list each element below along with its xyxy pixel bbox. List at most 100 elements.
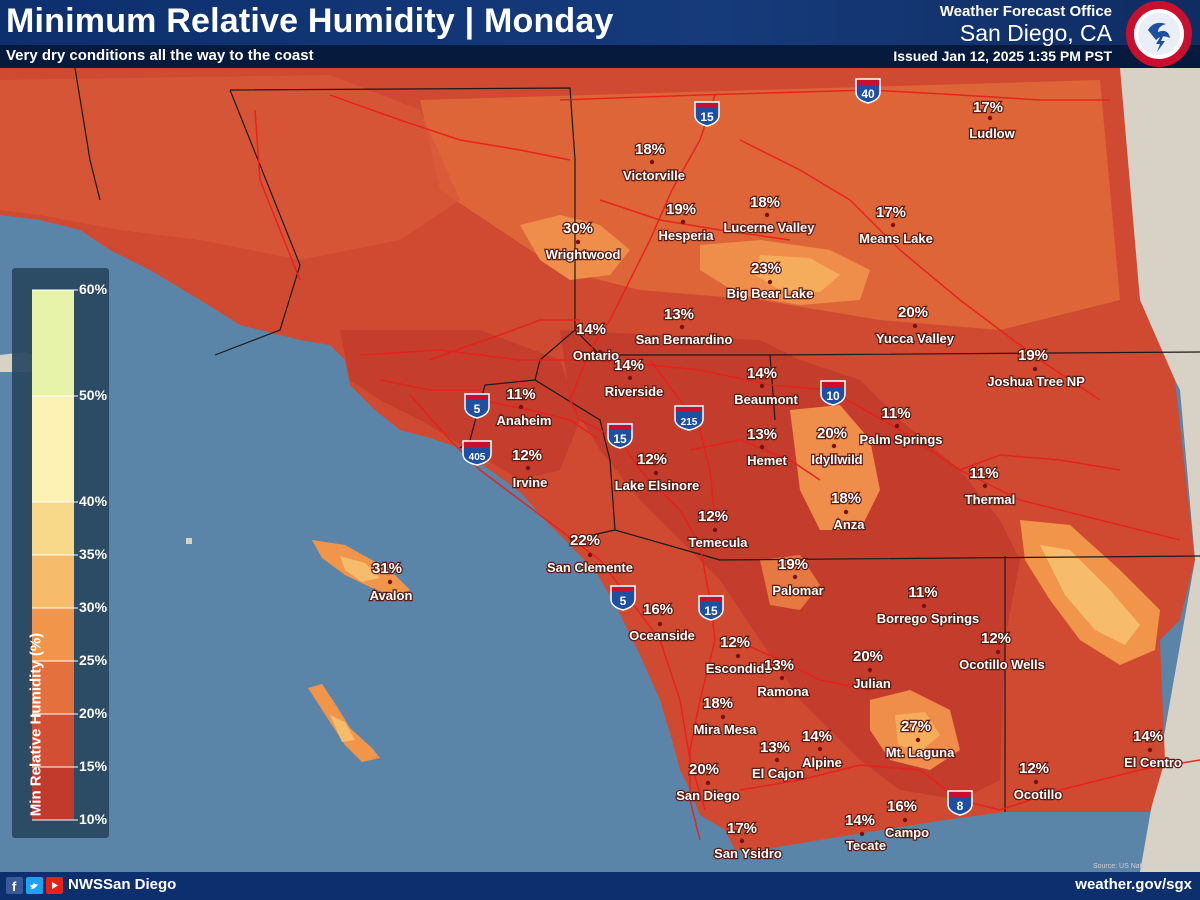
location-rh-value: 16%: [643, 601, 673, 618]
location-name: Means Lake: [859, 231, 933, 246]
location-name: Ocotillo Wells: [959, 657, 1045, 672]
location-name: San Clemente: [547, 560, 633, 575]
catalina-highlight: [340, 556, 380, 582]
location-dot-icon: [597, 349, 603, 355]
interstate-shield-icon: 5: [610, 585, 636, 611]
legend-tick-label: 10%: [79, 811, 108, 827]
office-label: Weather Forecast Office: [939, 3, 1112, 20]
issued-time: Issued Jan 12, 2025 1:35 PM PST: [893, 48, 1112, 64]
location-rh-value: 14%: [1133, 728, 1163, 745]
location-rh-value: 13%: [747, 426, 777, 443]
location-dot-icon: [859, 831, 865, 837]
legend-swatch: [32, 714, 74, 767]
location-name: El Centro: [1124, 755, 1182, 770]
location-dot-icon: [764, 212, 770, 218]
location-rh-value: 14%: [845, 812, 875, 829]
location-name: Idyllwild: [811, 452, 862, 467]
location-dot-icon: [735, 653, 741, 659]
location-dot-icon: [767, 279, 773, 285]
location-dot-icon: [759, 444, 765, 450]
location-marker: 27% Mt. Laguna: [884, 717, 956, 762]
location-marker: 14% Tecate: [844, 811, 888, 855]
location-dot-icon: [575, 239, 581, 245]
small-island: [186, 538, 192, 544]
interstate-shield-icon: 215: [674, 405, 704, 431]
legend-tick-label: 25%: [79, 652, 108, 668]
location-name: Escondido: [706, 661, 773, 676]
location-name: Wrightwood: [546, 247, 621, 262]
location-marker: 18% Lucerne Valley: [722, 193, 816, 237]
interstate-number: 40: [861, 87, 875, 101]
location-dot-icon: [653, 470, 659, 476]
location-dot-icon: [912, 323, 918, 329]
youtube-icon[interactable]: [46, 877, 63, 894]
location-name: Ludlow: [969, 126, 1015, 141]
location-rh-value: 11%: [506, 386, 535, 403]
location-dot-icon: [902, 817, 908, 823]
twitter-icon[interactable]: [26, 877, 43, 894]
rh-zone-20-west: [0, 75, 460, 260]
county-lines: [74, 67, 1200, 812]
location-marker: 14% Alpine: [801, 727, 843, 772]
interstate-shields: 15 40 10 5 405 15 215 5 15 8: [462, 78, 973, 816]
legend-swatch: [32, 608, 74, 661]
social-icons: f: [6, 877, 63, 894]
location-marker: 12% Irvine: [511, 446, 549, 492]
interstate-shield-icon: 15: [607, 423, 633, 449]
rh-zone-15b: [340, 330, 580, 480]
location-rh-value: 14%: [747, 365, 777, 382]
nws-logo-icon: [1126, 1, 1192, 67]
location-marker: 19% Palomar: [771, 555, 825, 600]
legend-tick-label: 35%: [79, 546, 108, 562]
map-credit: Source: US National Park Service: [1093, 863, 1198, 870]
legend-title: Min Relative Humidity (%): [27, 632, 45, 817]
interstate-number: 15: [700, 110, 714, 124]
location-marker: 19% Hesperia: [657, 200, 715, 245]
location-dot-icon: [867, 667, 873, 673]
location-name: Riverside: [605, 384, 664, 399]
location-dot-icon: [712, 527, 718, 533]
location-marker: 23% Big Bear Lake: [725, 259, 814, 303]
location-name: Joshua Tree NP: [987, 374, 1085, 389]
facebook-icon[interactable]: f: [6, 877, 23, 894]
location-marker: 14% Ontario: [572, 320, 621, 365]
location-name: Campo: [885, 825, 929, 840]
location-rh-value: 18%: [703, 695, 733, 712]
legend-tick-label: 20%: [79, 705, 108, 721]
rh-zone-25-sanjacinto: [790, 405, 880, 530]
location-labels: 17% Ludlow 18% Victorville 19% Hesperia 18% Luc…: [368, 98, 1183, 863]
location-rh-value: 12%: [698, 508, 728, 525]
location-dot-icon: [1032, 366, 1038, 372]
location-name: Palomar: [772, 583, 823, 598]
location-rh-value: 12%: [637, 451, 667, 468]
location-rh-value: 19%: [778, 556, 808, 573]
location-dot-icon: [679, 324, 685, 330]
location-dot-icon: [779, 675, 785, 681]
rh-zone-25-palomar: [760, 555, 820, 610]
legend-tick-label: 15%: [79, 758, 108, 774]
location-dot-icon: [739, 838, 745, 844]
location-marker: 14% Beaumont: [733, 364, 800, 409]
location-rh-value: 19%: [1018, 347, 1048, 364]
location-marker: 30% Wrightwood: [544, 219, 621, 264]
location-name: Ocotillo: [1014, 787, 1062, 802]
location-name: Oceanside: [629, 628, 695, 643]
interstate-number: 405: [469, 452, 486, 463]
legend-swatch: [32, 290, 74, 396]
location-marker: 18% Anza: [830, 489, 867, 534]
subtitle-strip: [0, 45, 1200, 68]
social-handle[interactable]: NWSSan Diego: [68, 876, 177, 893]
location-marker: 11% Borrego Springs: [875, 583, 980, 628]
location-rh-value: 30%: [563, 220, 593, 237]
rh-zone-40-dunes: [1040, 545, 1140, 645]
location-marker: 12% Lake Elsinore: [613, 450, 700, 495]
location-rh-value: 12%: [512, 447, 542, 464]
location-dot-icon: [759, 383, 765, 389]
location-marker: 13% Ramona: [756, 656, 811, 701]
location-marker: 20% Julian: [852, 647, 892, 693]
location-name: Yucca Valley: [876, 331, 955, 346]
location-dot-icon: [705, 780, 711, 786]
interstate-shield-icon: 15: [698, 595, 724, 621]
location-name: Ontario: [573, 348, 619, 363]
website-link[interactable]: weather.gov/sgx: [1075, 876, 1192, 893]
